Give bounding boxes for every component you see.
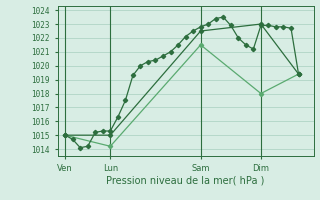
X-axis label: Pression niveau de la mer( hPa ): Pression niveau de la mer( hPa ) xyxy=(107,175,265,185)
